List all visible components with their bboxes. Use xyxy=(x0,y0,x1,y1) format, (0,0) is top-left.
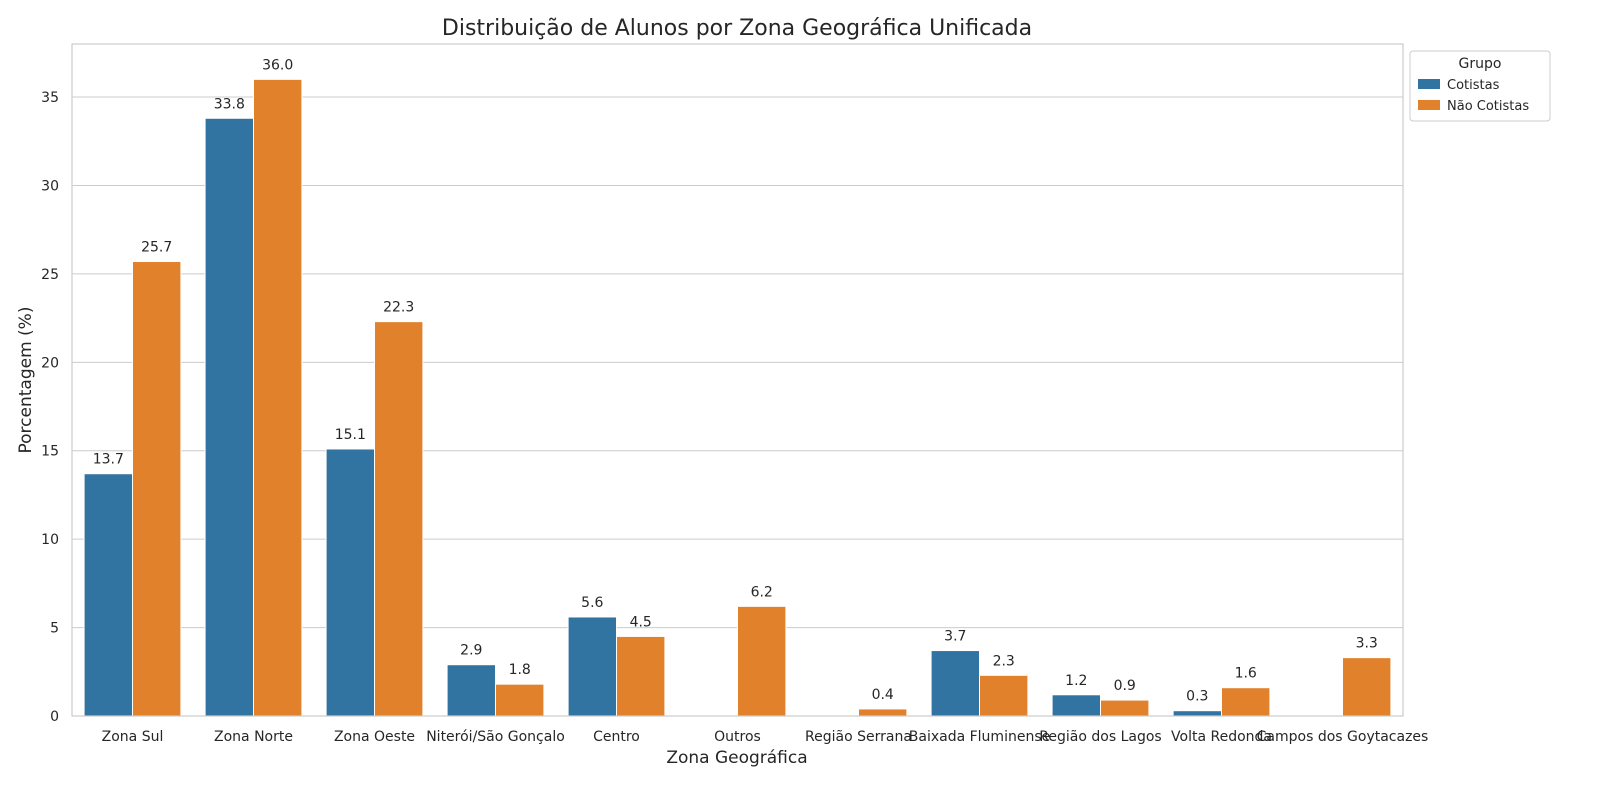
legend-swatch-nao-cotistas xyxy=(1418,100,1440,110)
bar-cotistas-volta-redonda xyxy=(1172,710,1222,717)
y-tick-label-0: 0 xyxy=(50,709,59,725)
bar-nao-cotistas-regiao-dos-lagos xyxy=(1100,699,1150,717)
legend-box xyxy=(1409,50,1551,122)
bar-label-nao-cotistas-regiao-serrana: 0.4 xyxy=(872,687,894,703)
legend-swatch-cotistas xyxy=(1418,79,1440,89)
bar-label-nao-cotistas-zona-norte: 36.0 xyxy=(262,57,293,73)
legend-title: Grupo xyxy=(1459,56,1502,72)
bar-nao-cotistas-zona-norte xyxy=(253,78,303,717)
x-tick-label-volta-redonda: Volta Redonda xyxy=(1171,729,1272,745)
y-tick-label-5: 5 xyxy=(50,621,59,637)
x-tick-label-regiao-dos-lagos: Região dos Lagos xyxy=(1039,729,1161,745)
bar-nao-cotistas-baixada-fluminense xyxy=(979,674,1029,717)
x-tick-label-centro: Centro xyxy=(593,729,640,745)
bar-label-nao-cotistas-volta-redonda: 1.6 xyxy=(1235,666,1257,682)
bar-cotistas-centro xyxy=(567,616,617,717)
x-axis-ticks: Zona Sul Zona Norte Zona Oeste Niterói/São … xyxy=(102,729,1429,745)
bar-label-cotistas-zona-sul: 13.7 xyxy=(93,452,124,468)
bar-cotistas-zona-sul xyxy=(83,473,133,717)
bar-nao-cotistas-campos-dos-goytacazes xyxy=(1342,657,1392,717)
x-tick-label-niteroi-sao-goncalo: Niterói/São Gonçalo xyxy=(426,729,565,745)
bar-label-nao-cotistas-centro: 4.5 xyxy=(630,614,652,630)
bar-label-nao-cotistas-regiao-dos-lagos: 0.9 xyxy=(1114,678,1136,694)
x-tick-label-zona-norte: Zona Norte xyxy=(214,729,293,745)
bar-nao-cotistas-regiao-serrana xyxy=(858,708,908,717)
bar-nao-cotistas-centro xyxy=(616,635,666,717)
bar-label-cotistas-zona-norte: 33.8 xyxy=(214,96,245,112)
y-tick-label-25: 25 xyxy=(41,267,59,283)
y-tick-label-30: 30 xyxy=(41,178,59,194)
bar-label-nao-cotistas-campos-dos-goytacazes: 3.3 xyxy=(1356,636,1378,652)
x-tick-label-regiao-serrana: Região Serrana xyxy=(805,729,912,745)
bar-label-nao-cotistas-zona-sul: 25.7 xyxy=(141,240,172,256)
x-tick-label-campos-dos-goytacazes: Campos dos Goytacazes xyxy=(1257,729,1429,745)
bar-label-nao-cotistas-niteroi-sao-goncalo: 1.8 xyxy=(509,662,531,678)
bar-label-cotistas-volta-redonda: 0.3 xyxy=(1186,689,1208,705)
bar-nao-cotistas-volta-redonda xyxy=(1221,687,1271,717)
y-axis-ticks: 0 5 10 15 20 25 30 35 xyxy=(41,90,59,725)
y-tick-label-20: 20 xyxy=(41,355,59,371)
bar-label-cotistas-niteroi-sao-goncalo: 2.9 xyxy=(460,643,482,659)
x-tick-label-zona-oeste: Zona Oeste xyxy=(334,729,415,745)
bar-cotistas-baixada-fluminense xyxy=(930,650,980,717)
bar-label-cotistas-baixada-fluminense: 3.7 xyxy=(944,629,966,645)
legend-label-cotistas: Cotistas xyxy=(1447,78,1500,93)
bar-value-labels: 13.7 33.8 15.1 2.9 5.6 3.7 1.2 0.3 25.7 36.0 22.3 1… xyxy=(93,57,1378,704)
plot-frame xyxy=(71,43,1404,717)
legend: Grupo Cotistas Não Cotistas xyxy=(1409,50,1551,122)
x-tick-label-baixada-fluminense: Baixada Fluminense xyxy=(909,729,1050,745)
bar-nao-cotistas-zona-sul xyxy=(132,261,182,717)
bar-cotistas-niteroi-sao-goncalo xyxy=(446,664,497,717)
bar-label-cotistas-regiao-dos-lagos: 1.2 xyxy=(1065,673,1087,689)
y-tick-label-15: 15 xyxy=(41,444,59,460)
legend-label-nao-cotistas: Não Cotistas xyxy=(1447,99,1529,114)
bar-label-cotistas-centro: 5.6 xyxy=(581,595,603,611)
bars xyxy=(83,78,1392,717)
bar-nao-cotistas-zona-oeste xyxy=(374,321,424,717)
x-tick-label-zona-sul: Zona Sul xyxy=(102,729,164,745)
bar-label-nao-cotistas-zona-oeste: 22.3 xyxy=(383,300,414,316)
bar-nao-cotistas-outros xyxy=(737,605,787,717)
x-axis-label: Zona Geográfica xyxy=(666,748,807,768)
x-tick-label-outros: Outros xyxy=(714,729,761,745)
y-tick-label-35: 35 xyxy=(41,90,59,106)
bar-label-nao-cotistas-outros: 6.2 xyxy=(751,584,773,600)
y-axis-label: Porcentagem (%) xyxy=(16,307,36,454)
bar-cotistas-zona-oeste xyxy=(325,448,376,717)
bar-nao-cotistas-niteroi-sao-goncalo xyxy=(495,683,545,717)
bar-label-cotistas-zona-oeste: 15.1 xyxy=(335,427,366,443)
bar-label-nao-cotistas-baixada-fluminense: 2.3 xyxy=(993,653,1015,669)
y-tick-label-10: 10 xyxy=(41,532,59,548)
chart-title: Distribuição de Alunos por Zona Geográfi… xyxy=(442,16,1032,41)
bar-cotistas-zona-norte xyxy=(204,117,255,717)
bar-cotistas-regiao-dos-lagos xyxy=(1051,694,1101,717)
